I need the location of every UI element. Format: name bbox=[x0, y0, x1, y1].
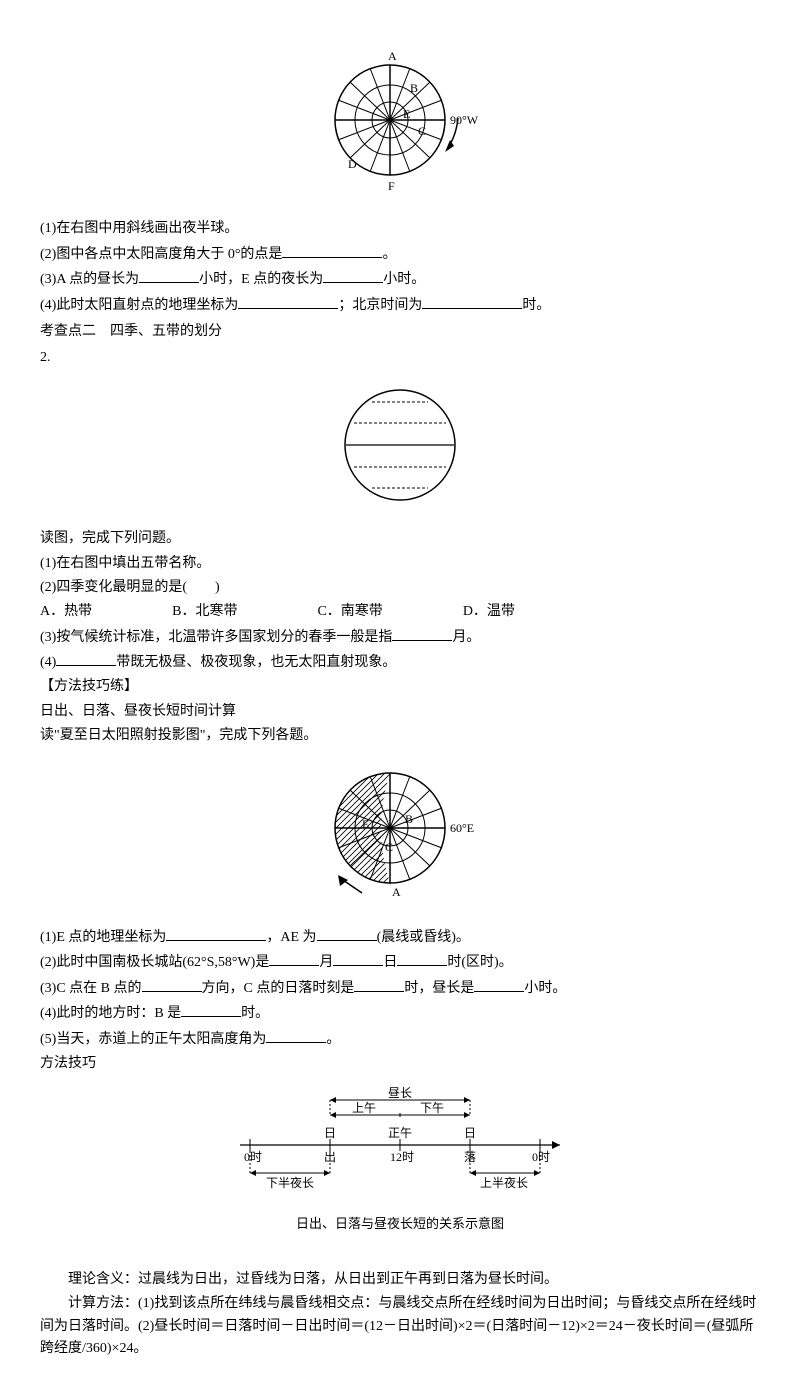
label-c: C bbox=[385, 840, 393, 854]
q2-intro: 读图，完成下列问题。 bbox=[40, 528, 760, 550]
theory-p2: 计算方法：(1)找到该点所在纬线与晨昏线相交点：与晨线交点所在经线时间为日出时间… bbox=[40, 1293, 760, 1360]
blank[interactable] bbox=[323, 268, 383, 283]
technique-label: 方法技巧 bbox=[40, 1053, 760, 1075]
blank[interactable] bbox=[266, 1028, 326, 1043]
blank[interactable] bbox=[142, 977, 202, 992]
q1-item1: (1)在右图中用斜线画出夜半球。 bbox=[40, 218, 760, 240]
option-b[interactable]: B．北寒带 bbox=[172, 601, 237, 623]
option-c[interactable]: C．南寒带 bbox=[317, 601, 382, 623]
label-a: A bbox=[388, 49, 397, 63]
figure-4-caption: 日出、日落与昼夜长短的关系示意图 bbox=[40, 1214, 760, 1235]
method-section-title: 【方法技巧练】 bbox=[40, 676, 760, 698]
blank[interactable] bbox=[282, 243, 382, 258]
label-c: C bbox=[418, 124, 426, 138]
label-b: B bbox=[410, 81, 418, 95]
blank[interactable] bbox=[56, 651, 116, 666]
label-e: E bbox=[362, 817, 369, 831]
svg-text:日: 日 bbox=[324, 1126, 336, 1140]
svg-text:0时: 0时 bbox=[244, 1150, 262, 1164]
figure-3: E B C A 60°E bbox=[40, 758, 760, 916]
option-d[interactable]: D．温带 bbox=[463, 601, 515, 623]
svg-text:下午: 下午 bbox=[420, 1101, 444, 1115]
method-q2: (2)此时中国南极长城站(62°S,58°W)是月日时(区时)。 bbox=[40, 951, 760, 974]
method-intro: 读"夏至日太阳照射投影图"，完成下列各题。 bbox=[40, 725, 760, 747]
blank[interactable] bbox=[354, 977, 404, 992]
zones-circle bbox=[330, 380, 470, 510]
blank[interactable] bbox=[333, 951, 383, 966]
figure-2 bbox=[40, 380, 760, 518]
label-60e: 60°E bbox=[450, 821, 474, 835]
svg-text:上午: 上午 bbox=[352, 1101, 376, 1115]
blank[interactable] bbox=[181, 1002, 241, 1017]
blank[interactable] bbox=[392, 626, 452, 641]
svg-text:正午: 正午 bbox=[388, 1126, 412, 1140]
globe-diagram-1: A B E C D F 90°W bbox=[310, 40, 490, 200]
timeline-diagram: 昼长 上午 下午 日 正午 日 0时 出 12时 落 0时 下半夜长 上半夜长 bbox=[220, 1085, 580, 1205]
option-a[interactable]: A．热带 bbox=[40, 601, 92, 623]
figure-4: 昼长 上午 下午 日 正午 日 0时 出 12时 落 0时 下半夜长 上半夜长 … bbox=[40, 1085, 760, 1234]
blank[interactable] bbox=[139, 268, 199, 283]
label-a: A bbox=[392, 885, 401, 899]
blank[interactable] bbox=[422, 294, 522, 309]
section-2-title: 考查点二 四季、五带的划分 bbox=[40, 321, 760, 343]
blank[interactable] bbox=[317, 926, 377, 941]
label-e: E bbox=[403, 107, 410, 121]
blank[interactable] bbox=[166, 926, 266, 941]
label-b: B bbox=[405, 812, 413, 826]
theory-p1: 理论含义：过晨线为日出，过昏线为日落，从日出到正午再到日落为昼长时间。 bbox=[40, 1269, 760, 1291]
method-q1: (1)E 点的地理坐标为，AE 为(晨线或昏线)。 bbox=[40, 926, 760, 949]
q2-item3: (3)按气候统计标准，北温带许多国家划分的春季一般是指月。 bbox=[40, 626, 760, 649]
q2-number: 2. bbox=[40, 347, 760, 369]
blank[interactable] bbox=[474, 977, 524, 992]
blank[interactable] bbox=[269, 951, 319, 966]
label-d: D bbox=[348, 157, 357, 171]
method-q4: (4)此时的地方时：B 是时。 bbox=[40, 1002, 760, 1025]
svg-text:上半夜长: 上半夜长 bbox=[480, 1175, 528, 1190]
svg-text:0时: 0时 bbox=[532, 1150, 550, 1164]
q1-item2: (2)图中各点中太阳高度角大于 0°的点是。 bbox=[40, 243, 760, 266]
q1-item3: (3)A 点的昼长为小时，E 点的夜长为小时。 bbox=[40, 268, 760, 291]
q2-item2: (2)四季变化最明显的是( ) bbox=[40, 577, 760, 599]
solstice-diagram: E B C A 60°E bbox=[310, 758, 490, 908]
figure-1: A B E C D F 90°W bbox=[40, 40, 760, 208]
svg-text:日: 日 bbox=[464, 1126, 476, 1140]
label-f: F bbox=[388, 179, 395, 193]
q2-item4: (4)带既无极昼、极夜现象，也无太阳直射现象。 bbox=[40, 651, 760, 674]
blank[interactable] bbox=[397, 951, 447, 966]
label-90w: 90°W bbox=[450, 113, 479, 127]
method-q5: (5)当天，赤道上的正午太阳高度角为。 bbox=[40, 1028, 760, 1051]
svg-text:昼长: 昼长 bbox=[388, 1086, 412, 1100]
q1-item4: (4)此时太阳直射点的地理坐标为；北京时间为时。 bbox=[40, 294, 760, 317]
svg-text:下半夜长: 下半夜长 bbox=[266, 1175, 314, 1190]
q2-options: A．热带 B．北寒带 C．南寒带 D．温带 bbox=[40, 601, 760, 623]
q2-item1: (1)在右图中填出五带名称。 bbox=[40, 553, 760, 575]
method-q3: (3)C 点在 B 点的方向，C 点的日落时刻是时，昼长是小时。 bbox=[40, 977, 760, 1000]
blank[interactable] bbox=[238, 294, 338, 309]
method-subtitle: 日出、日落、昼夜长短时间计算 bbox=[40, 701, 760, 723]
svg-text:12时: 12时 bbox=[390, 1150, 414, 1164]
